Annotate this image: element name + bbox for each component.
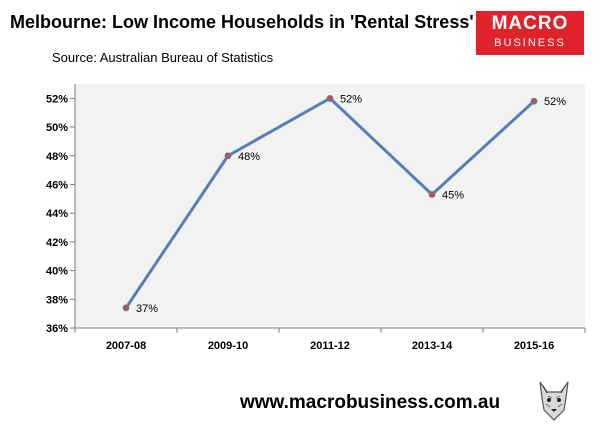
y-tick-label: 50% <box>46 122 68 134</box>
data-label: 45% <box>442 190 464 202</box>
footer-url[interactable]: www.macrobusiness.com.au <box>240 392 501 413</box>
x-tick-label: 2013-14 <box>412 340 453 352</box>
data-point <box>326 94 334 102</box>
x-tick-label: 2007-08 <box>106 340 146 352</box>
y-tick-label: 42% <box>46 237 68 249</box>
y-tick-label: 46% <box>46 179 68 191</box>
logo-line-1: MACRO <box>491 13 569 34</box>
x-tick-label: 2009-10 <box>208 340 248 352</box>
y-tick-label: 48% <box>46 151 68 163</box>
data-point <box>122 304 130 312</box>
data-point <box>224 152 232 160</box>
data-label: 52% <box>340 93 362 105</box>
data-label: 52% <box>544 96 566 108</box>
x-tick-label: 2011-12 <box>310 340 350 352</box>
plot-area <box>75 84 585 328</box>
logo-line-2: BUSINESS <box>494 37 566 49</box>
chart-title: Melbourne: Low Income Households in 'Ren… <box>10 12 474 32</box>
data-point <box>428 191 436 198</box>
data-label: 37% <box>136 303 158 315</box>
y-tick-label: 38% <box>46 294 68 306</box>
chart-source: Source: Australian Bureau of Statistics <box>52 50 274 65</box>
y-tick-label: 44% <box>46 208 68 220</box>
wolf-icon <box>534 378 574 424</box>
macrobusiness-logo: MACRO BUSINESS <box>476 11 584 55</box>
y-tick-label: 36% <box>46 323 68 335</box>
data-point <box>530 97 538 105</box>
data-label: 48% <box>238 151 260 163</box>
y-tick-label: 40% <box>46 266 68 278</box>
y-tick-label: 52% <box>46 93 68 105</box>
x-tick-label: 2015-16 <box>514 340 554 352</box>
